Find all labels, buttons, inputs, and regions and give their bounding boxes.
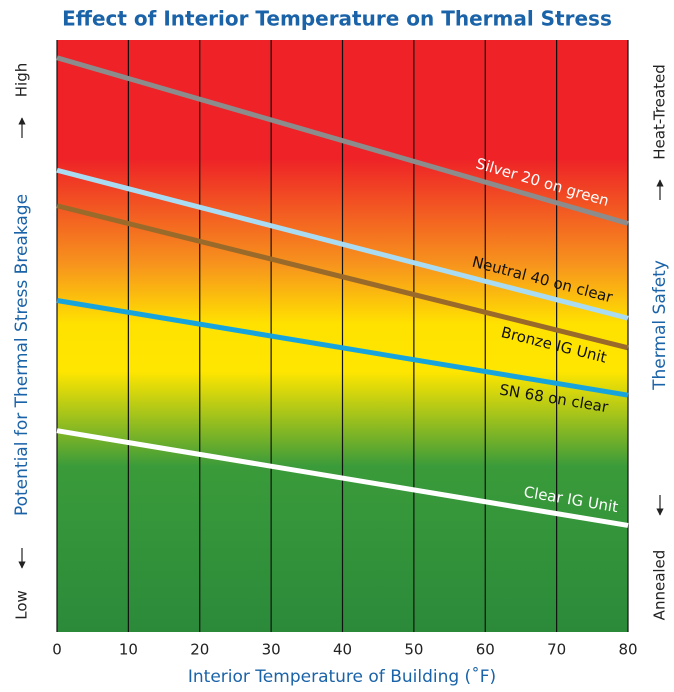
y2-axis-label: Thermal Safety xyxy=(650,260,670,391)
y2-low-label: Annealed xyxy=(651,550,669,621)
line xyxy=(56,298,629,398)
x-tick-label: 50 xyxy=(404,641,423,659)
x-axis-label: Interior Temperature of Building (˚F) xyxy=(188,666,496,687)
line xyxy=(56,167,629,321)
x-tick-label: 40 xyxy=(333,641,352,659)
x-tick-label: 0 xyxy=(52,641,62,659)
y-high-label: High xyxy=(13,63,31,97)
x-tick-label: 10 xyxy=(119,641,138,659)
y-low-label: Low xyxy=(13,590,31,620)
line xyxy=(56,55,629,226)
x-tick-label: 30 xyxy=(262,641,281,659)
y-axis-label: Potential for Thermal Stress Breakage xyxy=(12,194,32,516)
line xyxy=(56,428,629,528)
x-tick-label: 20 xyxy=(190,641,209,659)
y2-high-label: Heat-Treated xyxy=(651,64,669,159)
x-tick-label: 80 xyxy=(618,641,637,659)
x-tick-label: 70 xyxy=(547,641,566,659)
x-tick-label: 60 xyxy=(476,641,495,659)
chart-title: Effect of Interior Temperature on Therma… xyxy=(62,7,612,31)
line xyxy=(56,203,629,351)
